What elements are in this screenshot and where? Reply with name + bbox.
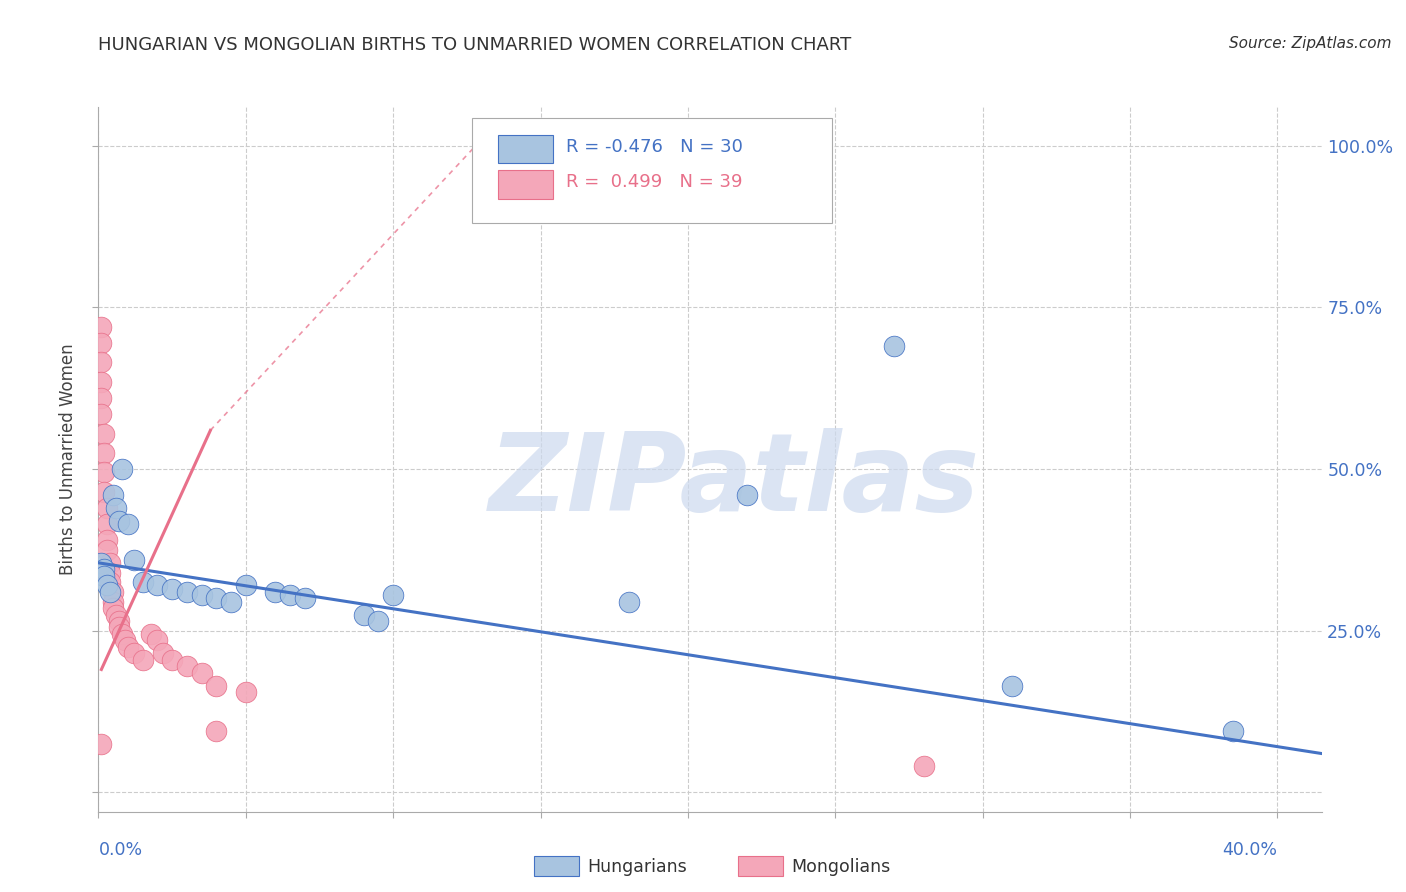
Text: Source: ZipAtlas.com: Source: ZipAtlas.com (1229, 36, 1392, 51)
FancyBboxPatch shape (471, 118, 832, 223)
Point (219, 594, 242, 608)
Point (90, 375, 112, 389)
Point (190, 665, 212, 680)
Point (122, 646, 145, 660)
Point (93, 426, 115, 441)
Point (264, 585, 287, 599)
Point (235, 578, 257, 592)
Text: 40.0%: 40.0% (1222, 841, 1278, 859)
Point (1222, 723, 1244, 738)
Point (117, 516, 139, 531)
Point (90, 391, 112, 405)
Point (96, 500, 118, 515)
Point (367, 614, 389, 628)
Point (98, 575, 121, 590)
Point (96, 516, 118, 531)
Point (1001, 679, 1024, 693)
Point (101, 594, 124, 608)
Y-axis label: Births to Unmarried Women: Births to Unmarried Women (59, 343, 77, 575)
Point (90, 556, 112, 570)
Point (96, 542, 118, 557)
Point (105, 500, 128, 515)
Text: Mongolians: Mongolians (792, 858, 891, 876)
Point (90, 737, 112, 751)
Point (98, 556, 121, 570)
Point (235, 685, 257, 699)
Text: R = -0.476   N = 30: R = -0.476 N = 30 (565, 138, 742, 156)
Point (294, 591, 316, 606)
Point (617, 594, 640, 608)
Point (96, 533, 118, 548)
Text: R =  0.499   N = 39: R = 0.499 N = 39 (565, 173, 742, 192)
Point (160, 582, 183, 596)
Point (117, 640, 139, 654)
Point (93, 484, 115, 499)
Point (146, 633, 169, 648)
FancyBboxPatch shape (498, 136, 554, 163)
Point (146, 578, 169, 592)
Point (205, 723, 228, 738)
Text: ZIPatlas: ZIPatlas (489, 427, 980, 533)
Point (93, 446, 115, 460)
Point (105, 607, 128, 622)
Point (205, 679, 228, 693)
Point (190, 588, 212, 602)
Point (101, 601, 124, 615)
Point (93, 568, 115, 582)
Point (101, 585, 124, 599)
Point (93, 465, 115, 479)
Point (735, 488, 758, 502)
Point (176, 585, 198, 599)
Point (382, 588, 405, 602)
Point (205, 591, 228, 606)
Text: HUNGARIAN VS MONGOLIAN BIRTHS TO UNMARRIED WOMEN CORRELATION CHART: HUNGARIAN VS MONGOLIAN BIRTHS TO UNMARRI… (98, 36, 852, 54)
Point (98, 566, 121, 580)
Point (98, 585, 121, 599)
Point (90, 336, 112, 351)
Point (108, 614, 131, 628)
Point (108, 514, 131, 528)
Point (111, 627, 134, 641)
Point (101, 488, 124, 502)
FancyBboxPatch shape (498, 170, 554, 199)
Point (93, 562, 115, 576)
Point (141, 627, 163, 641)
Point (111, 462, 134, 476)
Point (90, 355, 112, 369)
Point (90, 407, 112, 421)
Point (114, 633, 136, 648)
Point (122, 552, 145, 566)
Point (912, 759, 935, 773)
Text: 0.0%: 0.0% (98, 841, 142, 859)
Point (131, 653, 153, 667)
Point (278, 588, 301, 602)
Point (108, 620, 131, 634)
Point (160, 653, 183, 667)
Point (90, 319, 112, 334)
Text: Hungarians: Hungarians (588, 858, 688, 876)
Point (176, 659, 198, 673)
Point (353, 607, 375, 622)
Point (131, 575, 153, 590)
Point (152, 646, 174, 660)
Point (883, 339, 905, 353)
Point (96, 578, 118, 592)
